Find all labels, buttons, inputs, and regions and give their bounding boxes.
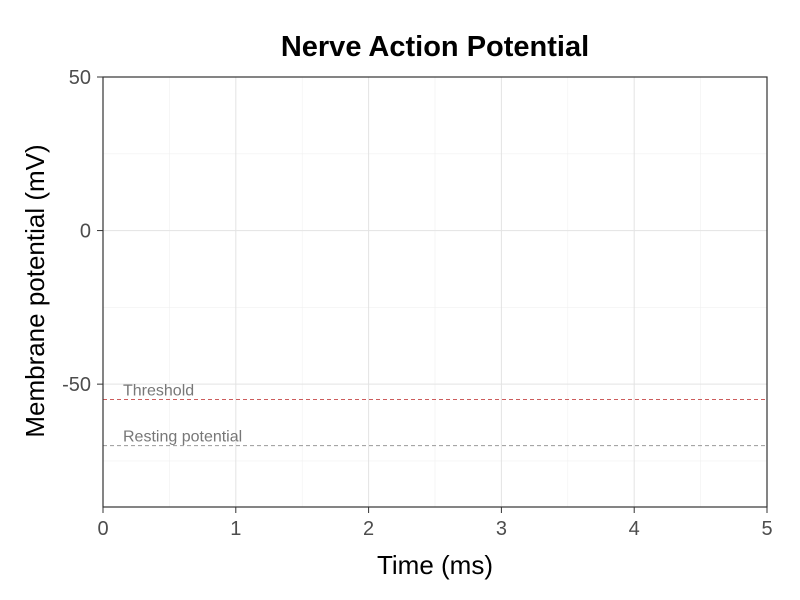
x-tick-label: 4 [629, 518, 640, 540]
x-axis-title: Time (ms) [377, 550, 493, 580]
y-tick-label: -50 [62, 374, 91, 396]
x-tick-label: 5 [761, 518, 772, 540]
reference-line-label: Resting potential [123, 429, 242, 446]
y-axis-ticks: -50 0 50 [62, 67, 103, 396]
x-tick-label: 0 [97, 518, 108, 540]
y-axis-title: Membrane potential (mV) [20, 144, 50, 437]
panel-border [102, 76, 768, 508]
chart-title: Nerve Action Potential [281, 31, 589, 63]
reference-lines: Threshold Resting potential [103, 383, 767, 447]
x-tick-label: 3 [496, 518, 507, 540]
minor-gridlines [103, 77, 767, 507]
x-tick-label: 2 [363, 518, 374, 540]
x-axis-ticks: 0 1 2 3 4 5 [97, 507, 773, 540]
reference-line-label: Threshold [123, 383, 194, 400]
y-tick-label: 0 [80, 221, 91, 243]
y-tick-label: 50 [69, 67, 91, 89]
x-tick-label: 1 [230, 518, 241, 540]
